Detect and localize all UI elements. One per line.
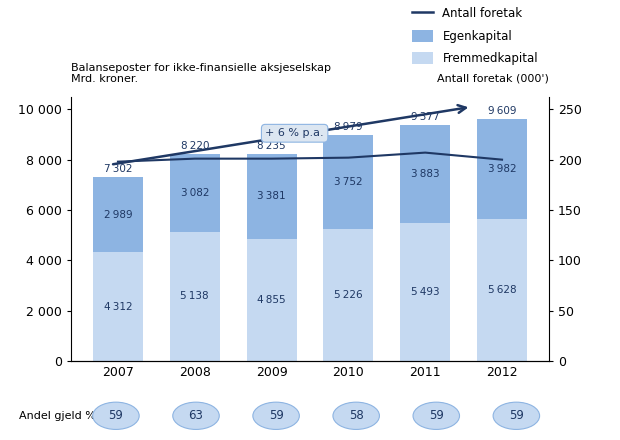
Text: Balanseposter for ikke-finansielle aksjeselskap: Balanseposter for ikke-finansielle aksje… (71, 62, 331, 73)
Text: 4 855: 4 855 (257, 295, 286, 305)
Bar (401, 125, 450, 223)
Legend: Antall foretak, Egenkapital, Fremmedkapital: Antall foretak, Egenkapital, Fremmedkapi… (407, 2, 542, 70)
Bar (477, 119, 527, 219)
Text: 8 220: 8 220 (180, 141, 209, 151)
Text: 3 752: 3 752 (334, 177, 363, 187)
Text: Andel gjeld %: Andel gjeld % (19, 411, 95, 421)
Text: 59: 59 (509, 409, 524, 422)
Bar (170, 231, 219, 361)
Bar (324, 135, 373, 229)
Bar (170, 154, 219, 231)
Text: Mrd. kroner.: Mrd. kroner. (71, 73, 138, 84)
Text: 63: 63 (188, 409, 203, 422)
Text: 7 302: 7 302 (104, 164, 132, 174)
Text: 5 493: 5 493 (411, 287, 440, 297)
Bar (93, 253, 143, 361)
Bar (324, 229, 373, 361)
Text: 3 381: 3 381 (257, 191, 286, 201)
Bar (401, 223, 450, 361)
Text: 5 226: 5 226 (334, 290, 363, 300)
Text: 4 312: 4 312 (104, 301, 132, 312)
Text: 5 138: 5 138 (180, 291, 209, 301)
Text: 59: 59 (429, 409, 444, 422)
Text: 3 982: 3 982 (488, 164, 516, 174)
Text: 5 628: 5 628 (488, 285, 516, 295)
Text: 9 609: 9 609 (488, 106, 516, 116)
Text: + 6 % p.a.: + 6 % p.a. (265, 128, 324, 138)
Bar (93, 177, 143, 253)
Text: 59: 59 (108, 409, 123, 422)
Text: 3 082: 3 082 (180, 188, 209, 198)
Text: 3 883: 3 883 (411, 169, 440, 179)
Bar (247, 239, 296, 361)
Text: 8 979: 8 979 (334, 122, 363, 132)
Text: 2 989: 2 989 (104, 210, 132, 220)
Text: 9 377: 9 377 (411, 112, 440, 122)
Text: 58: 58 (349, 409, 363, 422)
Bar (477, 219, 527, 361)
Text: 8 235: 8 235 (257, 141, 286, 151)
Bar (247, 154, 296, 239)
Text: Antall foretak (000'): Antall foretak (000') (437, 73, 549, 84)
Text: 59: 59 (268, 409, 283, 422)
